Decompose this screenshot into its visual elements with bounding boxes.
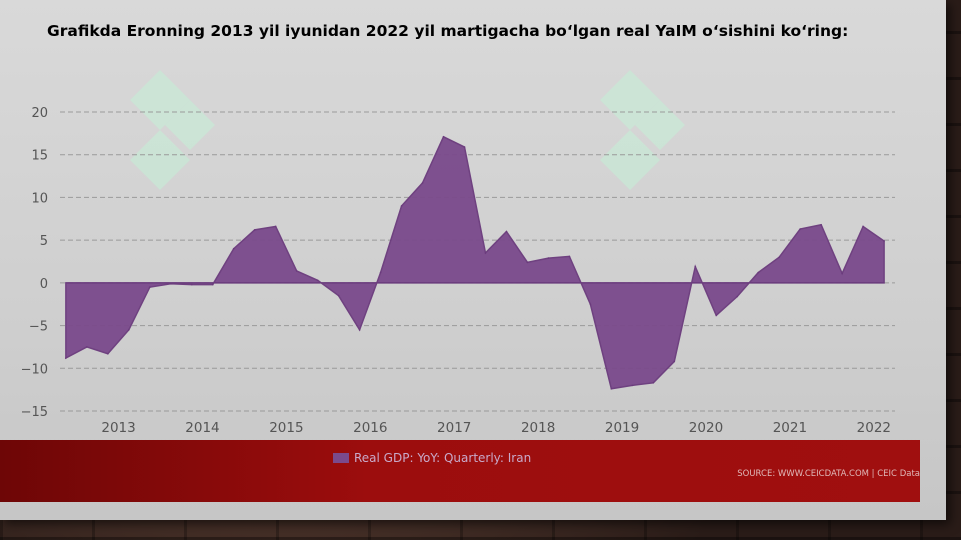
source-credit: SOURCE: WWW.CEICDATA.COM | CEIC Data xyxy=(737,469,920,479)
data-point xyxy=(589,303,592,306)
x-tick-label: 2017 xyxy=(437,420,471,436)
data-point xyxy=(820,223,822,226)
data-point xyxy=(86,346,88,348)
legend-label: Real GDP: YoY: Quarterly: Iran xyxy=(354,451,532,465)
slide: Grafikda Eronning 2013 yil iyunidan 2022… xyxy=(0,0,946,520)
y-tick-label: 20 xyxy=(31,106,48,121)
data-point xyxy=(211,283,214,286)
data-point xyxy=(610,387,613,390)
x-tick-label: 2020 xyxy=(689,420,723,436)
data-point xyxy=(463,146,466,148)
data-point xyxy=(862,225,864,228)
x-tick-label: 2016 xyxy=(353,420,387,436)
y-tick-label: −15 xyxy=(21,405,48,420)
data-point xyxy=(358,329,361,331)
data-point xyxy=(757,271,760,274)
data-point xyxy=(778,256,780,259)
data-point xyxy=(652,382,655,384)
x-tick-label: 2022 xyxy=(857,420,891,436)
data-point xyxy=(883,240,885,242)
data-point xyxy=(421,182,424,184)
data-point xyxy=(379,271,382,274)
data-point xyxy=(274,225,277,228)
data-point xyxy=(673,360,676,363)
y-tick-label: 15 xyxy=(31,149,48,164)
data-point xyxy=(400,205,403,207)
data-point xyxy=(547,257,550,259)
x-tick-label: 2013 xyxy=(101,420,135,436)
data-point xyxy=(568,255,571,258)
watermark-logo xyxy=(600,70,685,190)
area-series xyxy=(65,135,885,390)
x-axis-ticks: 2013 2014 2015 2016 2017 2018 2019 2020 2021 2022 xyxy=(101,420,891,436)
y-tick-label: −5 xyxy=(29,320,48,335)
data-point xyxy=(107,352,109,355)
y-tick-label: 0 xyxy=(40,277,48,292)
x-tick-label: 2021 xyxy=(773,420,807,436)
x-tick-label: 2018 xyxy=(521,420,555,436)
data-point xyxy=(694,265,697,268)
watermark-layer xyxy=(130,70,685,190)
data-point xyxy=(505,230,508,233)
data-point xyxy=(631,384,634,387)
data-point xyxy=(295,270,298,272)
data-point xyxy=(128,329,130,331)
data-point xyxy=(736,295,739,298)
legend: Real GDP: YoY: Quarterly: Iran xyxy=(333,451,531,465)
series-area xyxy=(65,135,885,390)
data-point xyxy=(337,294,340,297)
data-point xyxy=(715,314,718,317)
data-point xyxy=(799,228,801,230)
data-point xyxy=(169,282,172,285)
y-axis-ticks: 20 15 10 5 0 −5 −10 −15 xyxy=(21,106,48,420)
watermark-logo xyxy=(130,70,215,190)
data-point xyxy=(232,247,235,250)
y-tick-label: 5 xyxy=(40,234,48,249)
data-point xyxy=(841,272,843,275)
data-point xyxy=(253,229,256,231)
x-tick-label: 2015 xyxy=(269,420,303,436)
legend-swatch xyxy=(333,453,349,463)
data-point xyxy=(316,279,319,282)
data-point xyxy=(484,252,487,254)
chart-footer: Real GDP: YoY: Quarterly: Iran SOURCE: W… xyxy=(0,440,920,502)
data-point xyxy=(148,286,151,288)
y-tick-label: −10 xyxy=(21,362,48,377)
y-tick-label: 10 xyxy=(31,191,48,206)
data-point xyxy=(442,135,445,138)
x-tick-label: 2019 xyxy=(605,420,639,436)
page-title: Grafikda Eronning 2013 yil iyunidan 2022… xyxy=(47,22,849,40)
x-tick-label: 2014 xyxy=(185,420,219,436)
data-point xyxy=(526,261,529,264)
data-point xyxy=(190,283,193,286)
data-point xyxy=(65,357,67,359)
